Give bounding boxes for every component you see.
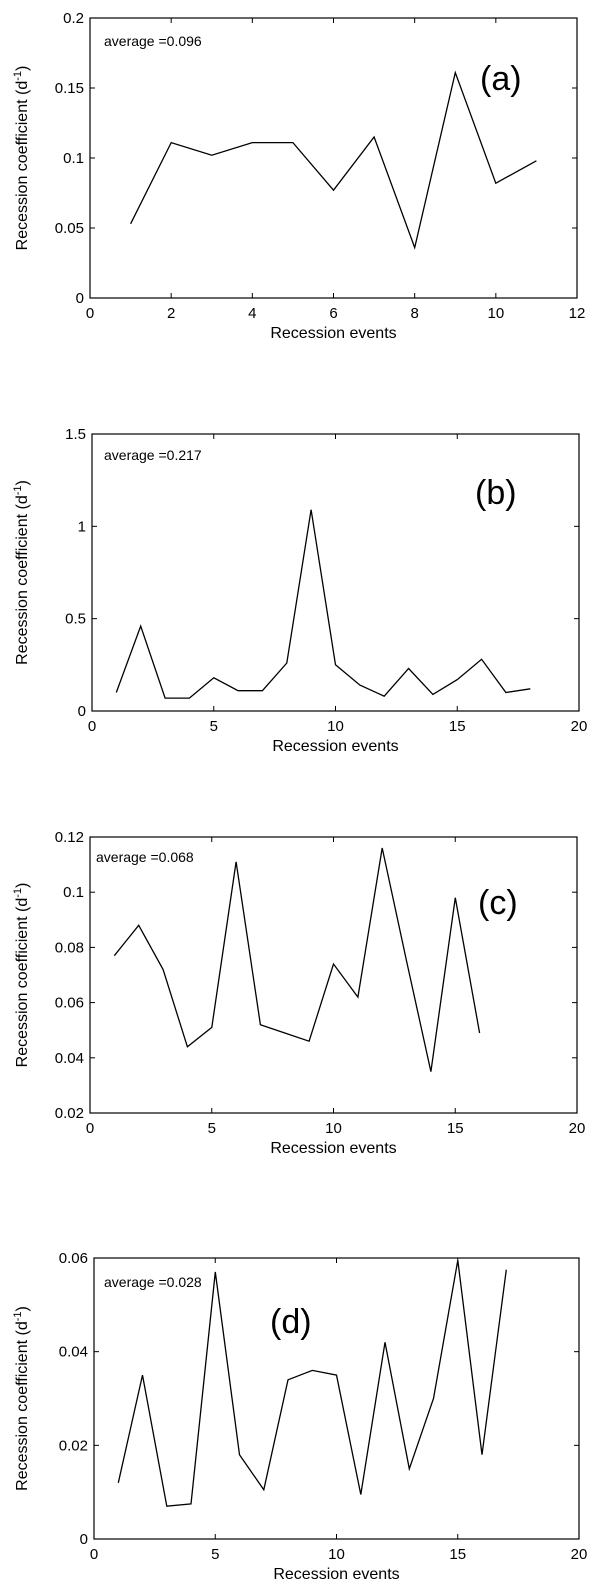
x-tick-label: 10 xyxy=(325,1120,342,1137)
x-tick-label: 10 xyxy=(328,1546,345,1563)
x-axis-title: Recession events xyxy=(273,1566,399,1583)
y-tick-label: 0.1 xyxy=(63,884,84,901)
y-tick-label: 0.04 xyxy=(55,1050,84,1067)
y-tick-label: 0.1 xyxy=(63,150,84,167)
x-tick-label: 4 xyxy=(248,305,256,322)
y-axis-title-suffix: ) xyxy=(14,883,31,888)
series-line xyxy=(117,1260,507,1507)
y-tick-label: 0 xyxy=(76,290,84,307)
x-tick-label: 0 xyxy=(86,1120,94,1137)
y-axis-title-superscript: -1 xyxy=(12,1311,24,1321)
y-axis-title-superscript: -1 xyxy=(12,485,24,495)
x-tick-label: 8 xyxy=(410,305,418,322)
x-tick-label: 6 xyxy=(329,305,337,322)
y-axis-title-suffix: ) xyxy=(14,1306,31,1311)
x-tick-label: 5 xyxy=(211,1546,219,1563)
x-tick-label: 20 xyxy=(571,1546,588,1563)
x-tick-label: 5 xyxy=(208,1120,216,1137)
y-axis-title: Recession coefficient (d-1) xyxy=(12,1306,31,1491)
panel-label: (c) xyxy=(478,884,518,922)
y-tick-label: 0 xyxy=(78,703,86,720)
x-tick-label: 12 xyxy=(569,305,586,322)
y-axis-title: Recession coefficient (d-1) xyxy=(12,66,31,251)
average-annotation: average =0.028 xyxy=(104,1274,202,1290)
y-tick-label: 0.12 xyxy=(55,829,84,846)
series-line xyxy=(115,509,531,699)
panel-label: (b) xyxy=(475,474,517,512)
plot-area-frame xyxy=(93,1257,580,1540)
y-axis-title-superscript: -1 xyxy=(12,888,24,898)
chart-panel-d: 0 5 10 15 20 0 0.02 0.04 0.06 Recession events Rec… xyxy=(12,1250,587,1583)
y-axis-title-suffix: ) xyxy=(14,66,31,71)
x-tick-label: 15 xyxy=(447,1120,464,1137)
x-axis-title: Recession events xyxy=(270,1140,396,1157)
y-axis-title-text: Recession coefficient (d xyxy=(14,1321,31,1491)
y-tick-label: 0.04 xyxy=(59,1344,88,1361)
plot-area-frame xyxy=(89,836,578,1114)
y-tick-label: 0.05 xyxy=(55,220,84,237)
x-tick-label: 15 xyxy=(449,1546,466,1563)
chart-panel-a: 0 2 4 6 8 10 12 0 0.05 0.1 0.15 0.2 Recession events… xyxy=(12,10,585,342)
y-axis-title: Recession coefficient (d-1) xyxy=(12,883,31,1068)
y-tick-label: 0.15 xyxy=(55,80,84,97)
x-tick-label: 20 xyxy=(571,718,588,735)
y-axis-title-text: Recession coefficient (d xyxy=(14,898,31,1068)
x-tick-label: 0 xyxy=(90,1546,98,1563)
x-tick-label: 2 xyxy=(167,305,175,322)
y-tick-label: 1 xyxy=(78,518,86,535)
average-annotation: average =0.096 xyxy=(104,33,202,49)
y-tick-label: 1.5 xyxy=(65,426,86,443)
y-tick-label: 0.02 xyxy=(59,1437,88,1454)
panel-label: (a) xyxy=(480,60,522,98)
x-tick-label: 15 xyxy=(449,718,466,735)
x-tick-label: 10 xyxy=(487,305,504,322)
x-tick-label: 20 xyxy=(569,1120,586,1137)
y-axis-title: Recession coefficient (d-1) xyxy=(12,480,31,665)
y-tick-label: 0.06 xyxy=(55,995,84,1012)
chart-panel-b: 0 5 10 15 20 0 0.5 1 1.5 Recession events Recessio… xyxy=(12,426,587,755)
average-annotation: average =0.217 xyxy=(104,447,202,463)
x-axis-title: Recession events xyxy=(272,738,398,755)
y-tick-label: 0.2 xyxy=(63,10,84,27)
y-tick-label: 0 xyxy=(80,1531,88,1548)
series-line xyxy=(130,70,537,250)
y-axis-title-suffix: ) xyxy=(14,480,31,485)
x-tick-label: 0 xyxy=(86,305,94,322)
x-tick-label: 5 xyxy=(210,718,218,735)
x-tick-label: 0 xyxy=(88,718,96,735)
panel-label: (d) xyxy=(270,1303,312,1341)
y-tick-label: 0.5 xyxy=(65,611,86,628)
x-axis-title: Recession events xyxy=(270,325,396,342)
y-axis-title-text: Recession coefficient (d xyxy=(14,81,31,251)
chart-panel-c: 0 5 10 15 20 0.02 0.04 0.06 0.08 0.1 0.12 Recession… xyxy=(12,829,585,1157)
x-tick-label: 10 xyxy=(327,718,344,735)
y-tick-label: 0.02 xyxy=(55,1105,84,1122)
series-line xyxy=(113,847,481,1072)
y-tick-label: 0.08 xyxy=(55,939,84,956)
y-axis-title-text: Recession coefficient (d xyxy=(14,495,31,665)
average-annotation: average =0.068 xyxy=(96,849,194,865)
y-axis-title-superscript: -1 xyxy=(12,71,24,81)
y-tick-label: 0.06 xyxy=(59,1250,88,1267)
